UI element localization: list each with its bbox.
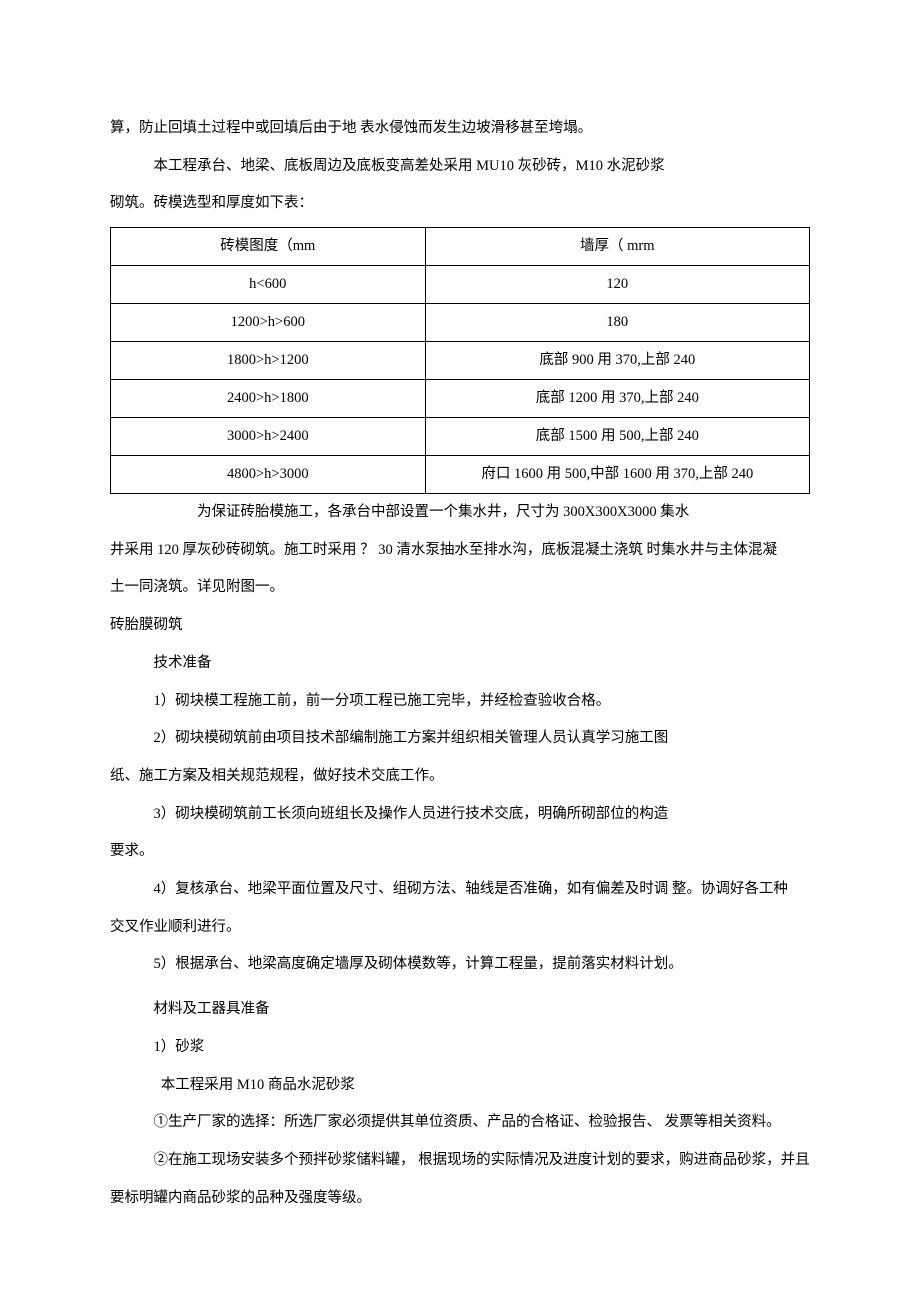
list-item-continuation: 要求。 (110, 833, 810, 871)
list-item-continuation: 纸、施工方案及相关规范规程，做好技术交底工作。 (110, 758, 810, 796)
table-row: 1200>h>600 180 (111, 304, 810, 342)
list-item: 4）复核承台、地梁平面位置及尺寸、组砌方法、轴线是否准确，如有偏差及时调 整。协… (110, 871, 810, 909)
paragraph: 砌筑。砖模选型和厚度如下表： (110, 185, 810, 223)
table-header-cell: 墙厚（ mrm (425, 228, 809, 266)
table-cell: 3000>h>2400 (111, 418, 426, 456)
table-cell: 4800>h>3000 (111, 456, 426, 494)
table-row: 2400>h>1800 底部 1200 用 370,上部 240 (111, 380, 810, 418)
list-item: ②在施工现场安装多个预拌砂浆储料罐， 根据现场的实际情况及进度计划的要求，购进商… (110, 1142, 810, 1180)
paragraph: 土一同浇筑。详见附图一。 (110, 569, 810, 607)
list-item-continuation: 交叉作业顺利进行。 (110, 909, 810, 947)
list-item: 1）砌块模工程施工前，前一分项工程已施工完毕，并经检查验收合格。 (110, 683, 810, 721)
table-header-row: 砖模图度（mm 墙厚（ mrm (111, 228, 810, 266)
paragraph: 为保证砖胎模施工，各承台中部设置一个集水井，尺寸为 300X300X3000 集… (110, 494, 810, 532)
paragraph: 本工程采用 M10 商品水泥砂浆 (110, 1067, 810, 1105)
list-item: 2）砌块模砌筑前由项目技术部编制施工方案并组织相关管理人员认真学习施工图 (110, 720, 810, 758)
table-cell: 120 (425, 266, 809, 304)
list-item-continuation: 要标明罐内商品砂浆的品种及强度等级。 (110, 1180, 810, 1218)
sub-heading: 技术准备 (110, 645, 810, 683)
table-cell: 底部 1200 用 370,上部 240 (425, 380, 809, 418)
list-item: 3）砌块模砌筑前工长须向班组长及操作人员进行技术交底，明确所砌部位的构造 (110, 796, 810, 834)
paragraph: 本工程承台、地梁、底板周边及底板变高差处采用 MU10 灰砂砖，M10 水泥砂浆 (110, 148, 810, 186)
list-item: 5）根据承台、地梁高度确定墙厚及砌体模数等，计算工程量，提前落实材料计划。 (110, 946, 810, 984)
table-row: 4800>h>3000 府口 1600 用 500,中部 1600 用 370,… (111, 456, 810, 494)
section-heading: 砖胎膜砌筑 (110, 607, 810, 645)
table-header-cell: 砖模图度（mm (111, 228, 426, 266)
table-cell: 府口 1600 用 500,中部 1600 用 370,上部 240 (425, 456, 809, 494)
document-page: 算，防止回填土过程中或回填后由于地 表水侵蚀而发生边坡滑移甚至垮塌。 本工程承台… (0, 0, 920, 1277)
table-cell: 底部 1500 用 500,上部 240 (425, 418, 809, 456)
list-item: 1）砂浆 (110, 1029, 810, 1067)
table-cell: 2400>h>1800 (111, 380, 426, 418)
list-item: ①生产厂家的选择：所选厂家必须提供其单位资质、产品的合格证、检验报告、 发票等相… (110, 1104, 810, 1142)
paragraph: 算，防止回填土过程中或回填后由于地 表水侵蚀而发生边坡滑移甚至垮塌。 (110, 110, 810, 148)
table-cell: 底部 900 用 370,上部 240 (425, 342, 809, 380)
table-row: h<600 120 (111, 266, 810, 304)
table-cell: 1800>h>1200 (111, 342, 426, 380)
paragraph: 井采用 120 厚灰砂砖砌筑。施工时采用 ？ 30 清水泵抽水至排水沟，底板混凝… (110, 532, 810, 570)
table-cell: h<600 (111, 266, 426, 304)
sub-heading: 材料及工器具准备 (110, 991, 810, 1029)
table-row: 3000>h>2400 底部 1500 用 500,上部 240 (111, 418, 810, 456)
table-cell: 180 (425, 304, 809, 342)
brick-mould-table: 砖模图度（mm 墙厚（ mrm h<600 120 1200>h>600 180… (110, 227, 810, 494)
table-row: 1800>h>1200 底部 900 用 370,上部 240 (111, 342, 810, 380)
table-cell: 1200>h>600 (111, 304, 426, 342)
